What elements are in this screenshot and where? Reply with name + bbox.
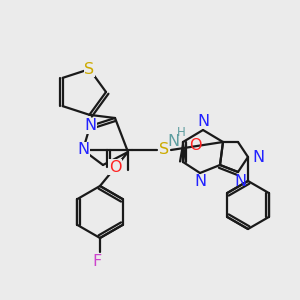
Text: N: N: [197, 113, 209, 128]
Text: N: N: [77, 142, 89, 158]
Text: H: H: [177, 127, 185, 140]
Text: O: O: [109, 160, 121, 175]
Text: N: N: [167, 134, 179, 149]
Text: N: N: [194, 175, 206, 190]
Text: S: S: [159, 142, 169, 158]
Text: O: O: [189, 137, 201, 152]
Text: N: N: [84, 118, 96, 134]
Text: S: S: [84, 62, 94, 77]
Text: N: N: [252, 149, 264, 164]
Text: F: F: [92, 254, 102, 268]
Text: N: N: [234, 173, 246, 188]
